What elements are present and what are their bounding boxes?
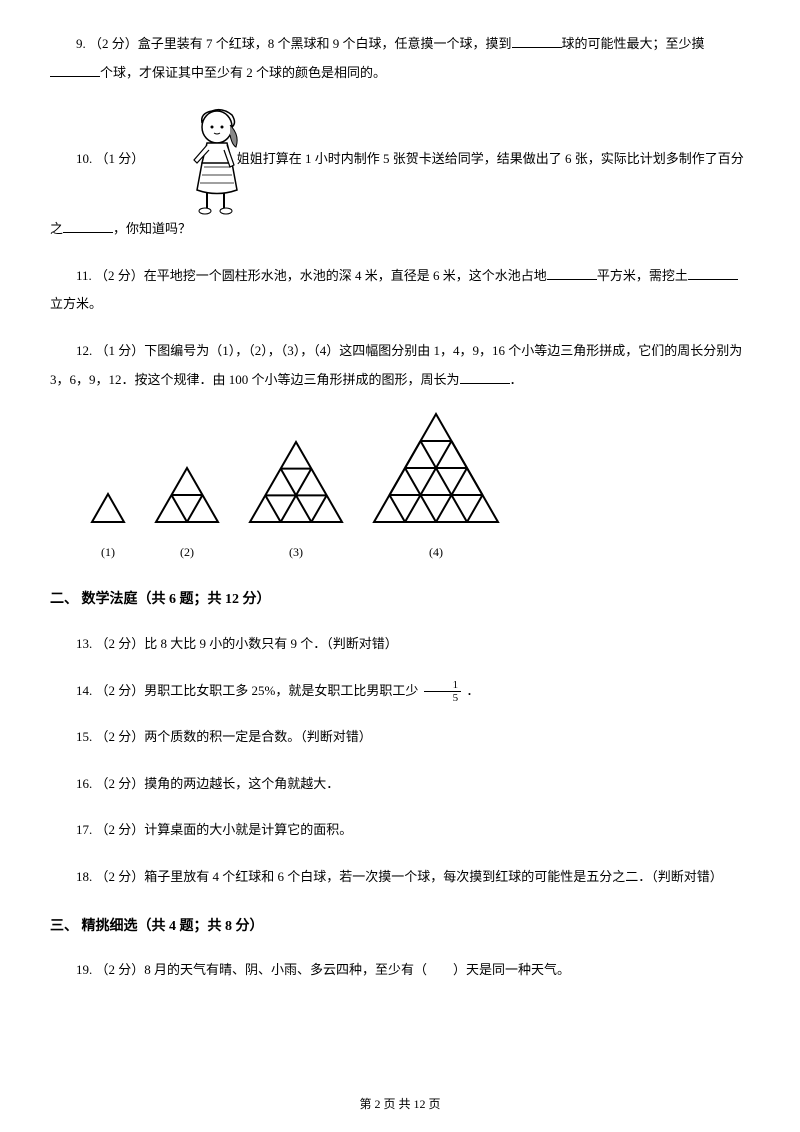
- blank-9a[interactable]: [512, 32, 562, 48]
- q11-points: （2 分）: [95, 268, 144, 283]
- blank-10[interactable]: [63, 218, 113, 234]
- tri-label-2: (2): [154, 539, 220, 565]
- q11-num: 11.: [76, 268, 92, 283]
- q15-text: 两个质数的积一定是合数。（判断对错）: [144, 729, 372, 744]
- triangle-1: (1): [90, 492, 126, 565]
- question-17: 17. （2 分）计算桌面的大小就是计算它的面积。: [50, 816, 750, 845]
- q19-num: 19.: [76, 962, 92, 977]
- question-9: 9. （2 分）盒子里装有 7 个红球，8 个黑球和 9 个白球，任意摸一个球，…: [50, 30, 750, 87]
- tri-label-1: (1): [90, 539, 126, 565]
- section-3-title: 三、 精挑细选（共 4 题；共 8 分）: [50, 912, 750, 943]
- question-10: 10. （1 分） 姐姐打算在 1 小时内制作 5 张贺卡送给同学，结果做出了 …: [50, 105, 750, 244]
- blank-12[interactable]: [460, 368, 510, 384]
- fraction-1-5: 15: [424, 679, 462, 704]
- q12-points: （1 分）: [96, 343, 145, 358]
- q13-num: 13.: [76, 636, 92, 651]
- q12-t2: ．: [510, 372, 523, 387]
- q16-num: 16.: [76, 776, 92, 791]
- tri-label-3: (3): [248, 539, 344, 565]
- q15-num: 15.: [76, 729, 92, 744]
- q17-num: 17.: [76, 822, 92, 837]
- triangles-diagram: (1) (2) (3) (4): [90, 412, 750, 565]
- q17-text: 计算桌面的大小就是计算它的面积。: [144, 822, 352, 837]
- triangle-3: (3): [248, 440, 344, 565]
- q15-points: （2 分）: [96, 729, 145, 744]
- q18-points: （2 分）: [96, 869, 145, 884]
- q18-text: 箱子里放有 4 个红球和 6 个白球，若一次摸一个球，每次摸到红球的可能性是五分…: [144, 869, 723, 884]
- section-2-title: 二、 数学法庭（共 6 题；共 12 分）: [50, 585, 750, 616]
- q9-t3: 个球，才保证其中至少有 2 个球的颜色是相同的。: [100, 65, 386, 80]
- page-footer: 第 2 页 共 12 页: [50, 1091, 750, 1117]
- q14-t1: 男职工比女职工多 25%，就是女职工比男职工少: [144, 683, 421, 698]
- question-11: 11. （2 分）在平地挖一个圆柱形水池，水池的深 4 米，直径是 6 米，这个…: [50, 262, 750, 319]
- q17-points: （2 分）: [96, 822, 145, 837]
- q16-text: 摸角的两边越长，这个角就越大．: [144, 776, 339, 791]
- blank-11b[interactable]: [688, 264, 738, 280]
- q18-num: 18.: [76, 869, 92, 884]
- q19-text: 8 月的天气有晴、阴、小雨、多云四种，至少有（ ）天是同一种天气。: [144, 962, 570, 977]
- blank-11a[interactable]: [547, 264, 597, 280]
- q14-num: 14.: [76, 683, 92, 698]
- q9-num: 9.: [76, 36, 86, 51]
- q11-t1: 在平地挖一个圆柱形水池，水池的深 4 米，直径是 6 米，这个水池占地: [144, 268, 547, 283]
- q12-num: 12.: [76, 343, 92, 358]
- q10-t2: ，你知道吗？: [113, 221, 191, 236]
- tri-label-4: (4): [372, 539, 500, 565]
- question-12: 12. （1 分）下图编号为（1），（2），（3），（4）这四幅图分别由 1，4…: [50, 337, 750, 394]
- triangle-2: (2): [154, 466, 220, 565]
- girl-image: [156, 105, 226, 215]
- question-18: 18. （2 分）箱子里放有 4 个红球和 6 个白球，若一次摸一个球，每次摸到…: [50, 863, 750, 892]
- blank-9b[interactable]: [50, 61, 100, 77]
- question-15: 15. （2 分）两个质数的积一定是合数。（判断对错）: [50, 723, 750, 752]
- q9-t1: 盒子里装有 7 个红球，8 个黑球和 9 个白球，任意摸一个球，摸到: [138, 36, 512, 51]
- q14-t2: ．: [463, 683, 479, 698]
- question-19: 19. （2 分）8 月的天气有晴、阴、小雨、多云四种，至少有（ ）天是同一种天…: [50, 956, 750, 985]
- q10-points: （1 分）: [96, 151, 145, 166]
- q16-points: （2 分）: [96, 776, 145, 791]
- q12-t1: 下图编号为（1），（2），（3），（4）这四幅图分别由 1，4，9，16 个小等…: [50, 343, 742, 387]
- q11-t2: 平方米，需挖土: [597, 268, 688, 283]
- question-16: 16. （2 分）摸角的两边越长，这个角就越大．: [50, 770, 750, 799]
- question-14: 14. （2 分）男职工比女职工多 25%，就是女职工比男职工少 15 ．: [50, 677, 750, 706]
- q9-t2: 球的可能性最大；至少摸: [562, 36, 705, 51]
- q13-text: 比 8 大比 9 小的小数只有 9 个．（判断对错）: [144, 636, 398, 651]
- q14-points: （2 分）: [96, 683, 145, 698]
- q10-num: 10.: [76, 151, 92, 166]
- q13-points: （2 分）: [96, 636, 145, 651]
- q9-points: （2 分）: [89, 36, 138, 51]
- question-13: 13. （2 分）比 8 大比 9 小的小数只有 9 个．（判断对错）: [50, 630, 750, 659]
- triangle-4: (4): [372, 412, 500, 565]
- q11-t3: 立方米。: [50, 296, 102, 311]
- q19-points: （2 分）: [96, 962, 145, 977]
